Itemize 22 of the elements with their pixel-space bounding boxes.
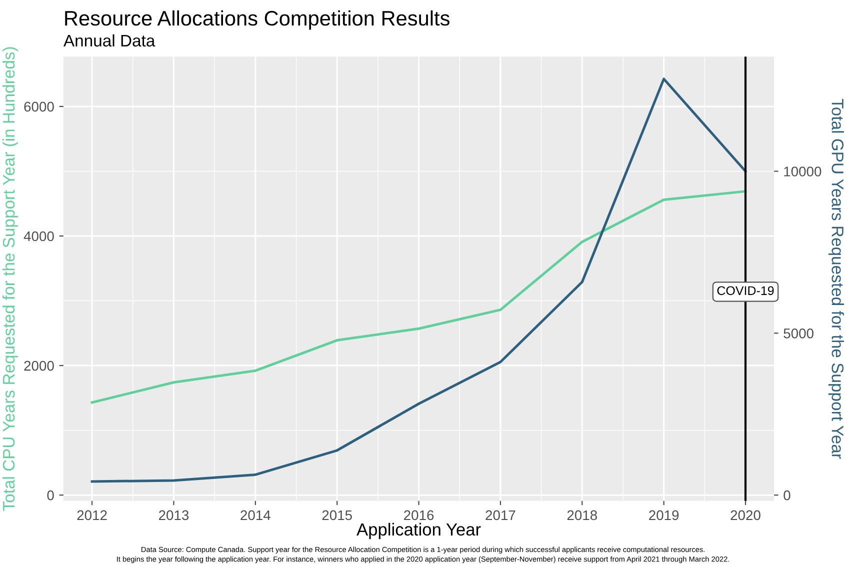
y2-axis-title: Total GPU Years Requested for the Support Year xyxy=(828,98,844,459)
x-tick-label: 2012 xyxy=(77,510,107,520)
y-tick-label: 2000 xyxy=(24,360,54,371)
y2-tick-label: 5000 xyxy=(784,328,814,338)
x-tick-label: 2018 xyxy=(567,510,597,520)
x-tick-label: 2013 xyxy=(158,510,189,520)
x-axis-title: Application Year xyxy=(356,522,481,540)
ref-line-label: COVID-19 xyxy=(717,286,774,296)
chart-title: Resource Allocations Competition Results xyxy=(65,10,450,30)
x-tick-label: 2017 xyxy=(486,510,516,520)
y2-tick-label: 10000 xyxy=(784,166,822,176)
y-axis-title: Total CPU Years Requested for the Support Year (in Hundreds) xyxy=(2,47,18,511)
x-tick-label: 2019 xyxy=(649,510,679,520)
x-tick-label: 2015 xyxy=(322,510,352,520)
chart-subtitle: Annual Data xyxy=(63,34,156,47)
y2-tick-label: 0 xyxy=(784,490,790,500)
y-tick-label: 4000 xyxy=(24,231,54,242)
x-tick-label: 2014 xyxy=(240,510,270,520)
x-tick-label: 2016 xyxy=(404,510,434,520)
y-tick-label: 6000 xyxy=(24,102,54,112)
x-tick-label: 2020 xyxy=(730,510,760,520)
y-tick-label: 0 xyxy=(47,490,54,500)
